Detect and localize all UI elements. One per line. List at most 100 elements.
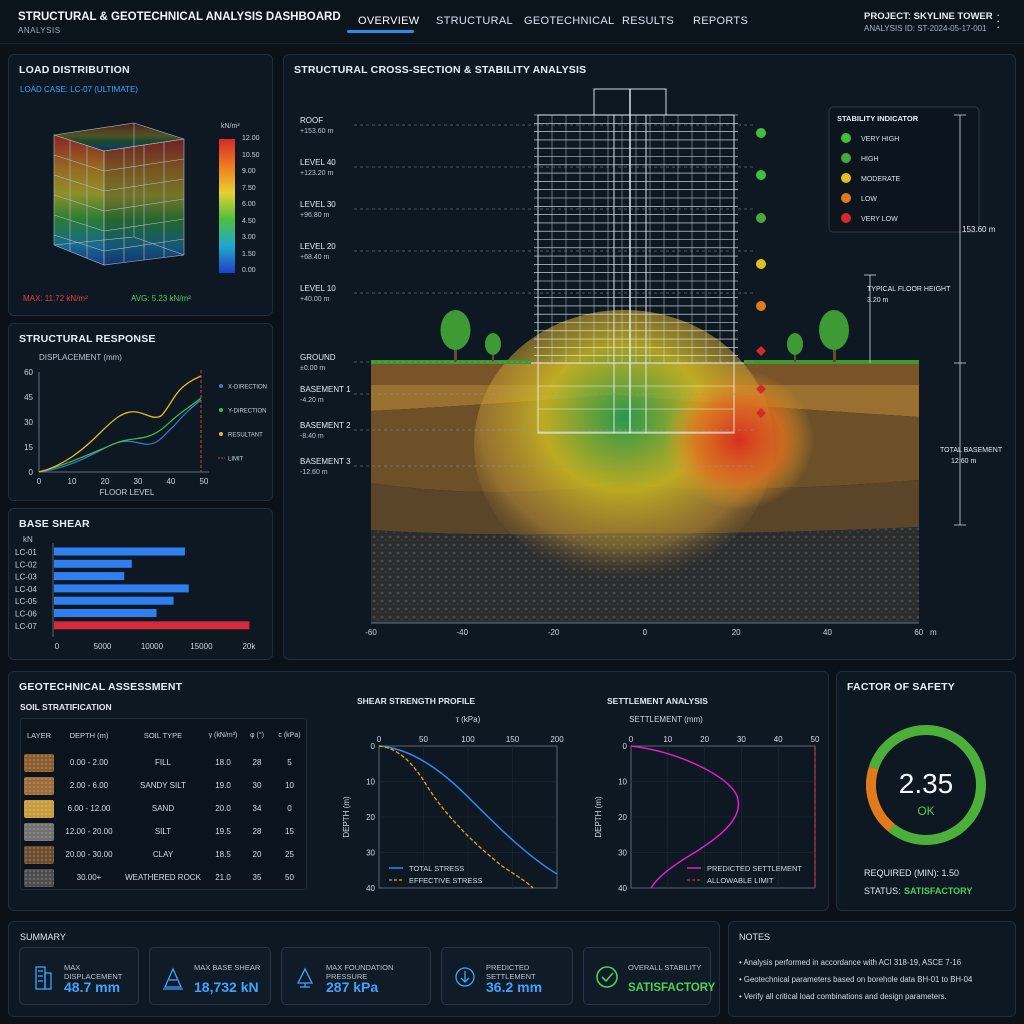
level-name: BASEMENT 1: [300, 385, 351, 394]
cross-section-drawing: ROOF +153.60 m LEVEL 40 +123.20 m LEVEL 30 +9…: [300, 88, 1003, 637]
scale-label: 10.50: [242, 151, 260, 159]
soil-layers: [371, 310, 919, 623]
y-tick: 0: [371, 742, 376, 751]
note-item: • Analysis performed in accordance with …: [739, 958, 962, 967]
x-tick: 20k: [242, 642, 256, 651]
kpi-label: OVERALL STABILITY: [628, 963, 702, 972]
bar-lc-05: [54, 596, 174, 605]
case-label: LC-01: [15, 548, 37, 557]
soil-c: 10: [285, 781, 294, 790]
y-tick: 15: [24, 443, 33, 452]
legend-label: LOW: [861, 196, 877, 203]
stability-dot: [756, 384, 766, 394]
typical-floor-label: TYPICAL FLOOR HEIGHT: [867, 286, 951, 293]
bar-lc-04: [54, 584, 189, 593]
cross-section-panel: STRUCTURAL CROSS-SECTION & STABILITY ANA…: [283, 54, 1016, 660]
stability-legend-title: STABILITY INDICATOR: [837, 114, 919, 123]
more-options-icon[interactable]: · · ·: [996, 7, 1001, 34]
legend-label: TOTAL STRESS: [409, 864, 464, 873]
level-elevation: -8.40 m: [300, 433, 324, 440]
soil-swatch: [21, 797, 57, 820]
app-header: STRUCTURAL & GEOTECHNICAL ANALYSIS DASHB…: [0, 0, 1024, 44]
soil-gamma: 19.0: [215, 781, 231, 790]
x-tick: 0: [37, 477, 42, 486]
scale-label: 1.50: [242, 250, 256, 258]
structural-response-panel: STRUCTURAL RESPONSE DISPLACEMENT (mm) 0 1…: [8, 323, 273, 501]
x-tick: 20: [732, 628, 741, 637]
tab-geotechnical[interactable]: GEOTECHNICAL: [524, 15, 615, 27]
x-tick: 15000: [190, 642, 213, 651]
fos-status-value: SATISFACTORY: [904, 886, 973, 896]
x-tick: 150: [506, 735, 520, 744]
soil-depth: 0.00 - 2.00: [69, 758, 109, 767]
x-axis-label: FLOOR LEVEL: [100, 488, 155, 497]
soil-type: SANDY SILT: [140, 781, 186, 790]
soil-gamma: 18.0: [215, 758, 231, 767]
legend-swatch: [841, 193, 851, 203]
kpi-value: 18,732 kN: [194, 979, 259, 995]
level-elevation: +123.20 m: [300, 170, 333, 177]
tab-reports[interactable]: REPORTS: [693, 15, 749, 27]
total-basement-value: 12.60 m: [951, 458, 976, 465]
building-icon: [35, 966, 52, 990]
level-labels: ROOF +153.60 m LEVEL 40 +123.20 m LEVEL 30 +9…: [300, 116, 754, 476]
y-tick: 40: [366, 884, 375, 893]
scale-label: 0.00: [242, 267, 256, 274]
geotechnical-title: GEOTECHNICAL ASSESSMENT: [19, 681, 183, 693]
soil-depth: 6.00 - 12.00: [67, 804, 111, 813]
app-subtitle: ANALYSIS: [18, 26, 61, 35]
load-distribution-panel: LOAD DISTRIBUTION LOAD CASE: LC-07 (ULTI…: [8, 54, 273, 316]
level-name: ROOF: [300, 116, 323, 125]
level-name: BASEMENT 2: [300, 421, 351, 430]
fos-status-label: STATUS:: [864, 886, 901, 896]
y-tick: 10: [366, 778, 375, 787]
soil-gamma: 19.5: [215, 827, 231, 836]
x-tick: 20: [700, 735, 709, 744]
x-tick: 10: [663, 735, 672, 744]
soil-depth: 2.00 - 6.00: [69, 781, 109, 790]
load-colorbar: [219, 139, 235, 273]
tab-overview[interactable]: OVERVIEW: [358, 15, 420, 27]
legend-label: VERY HIGH: [861, 136, 899, 143]
total-basement-label: TOTAL BASEMENT: [940, 447, 1003, 454]
legend-swatch: [841, 133, 851, 143]
bar-lc-01: [54, 547, 185, 556]
soil-depth: 30.00+: [76, 873, 102, 882]
bar-lc-02: [54, 559, 132, 568]
x-tick: -60: [365, 628, 377, 637]
building-wireframe: [53, 122, 185, 266]
y-tick: 0: [623, 742, 628, 751]
soil-swatch: [21, 751, 57, 774]
notes-title: NOTES: [739, 932, 771, 942]
bar-lc-03: [54, 572, 125, 581]
case-label: LC-07: [15, 622, 37, 631]
tab-structural[interactable]: STRUCTURAL: [436, 15, 513, 27]
soil-phi: 30: [252, 781, 262, 790]
soil-c: 0: [287, 804, 292, 813]
x-tick: 0: [629, 735, 634, 744]
geotechnical-panel: GEOTECHNICAL ASSESSMENT SOIL STRATIFICAT…: [8, 671, 829, 911]
level-elevation: +68.40 m: [300, 254, 330, 261]
x-axis-label: SETTLEMENT (mm): [629, 715, 703, 724]
level-elevation: +40.00 m: [300, 296, 330, 303]
soil-gamma: 18.5: [215, 850, 231, 859]
col-gamma: γ (kN/m³): [208, 731, 238, 739]
soil-swatch: [21, 774, 57, 797]
soil-c: 50: [285, 873, 294, 882]
load-3d-model: [53, 122, 185, 266]
cross-section-x-ticks: -60 -40 -20 0 20 40 60: [365, 628, 924, 637]
base-shear-unit: kN: [23, 535, 33, 544]
soil-phi: 28: [252, 758, 262, 767]
level-elevation: +153.60 m: [300, 128, 333, 135]
height-dimension: 153.60 m: [962, 225, 996, 234]
base-shear-title: BASE SHEAR: [19, 518, 90, 530]
x-tick: 40: [823, 628, 832, 637]
legend-label: VERY LOW: [861, 216, 898, 223]
legend-label: ALLOWABLE LIMIT: [707, 876, 774, 885]
tab-results[interactable]: RESULTS: [622, 15, 675, 27]
x-tick: 60: [914, 628, 923, 637]
x-tick: 40: [166, 477, 175, 486]
legend-swatch: [841, 173, 851, 183]
settlement-title: SETTLEMENT ANALYSIS: [607, 696, 708, 706]
x-tick: 10: [68, 477, 77, 486]
